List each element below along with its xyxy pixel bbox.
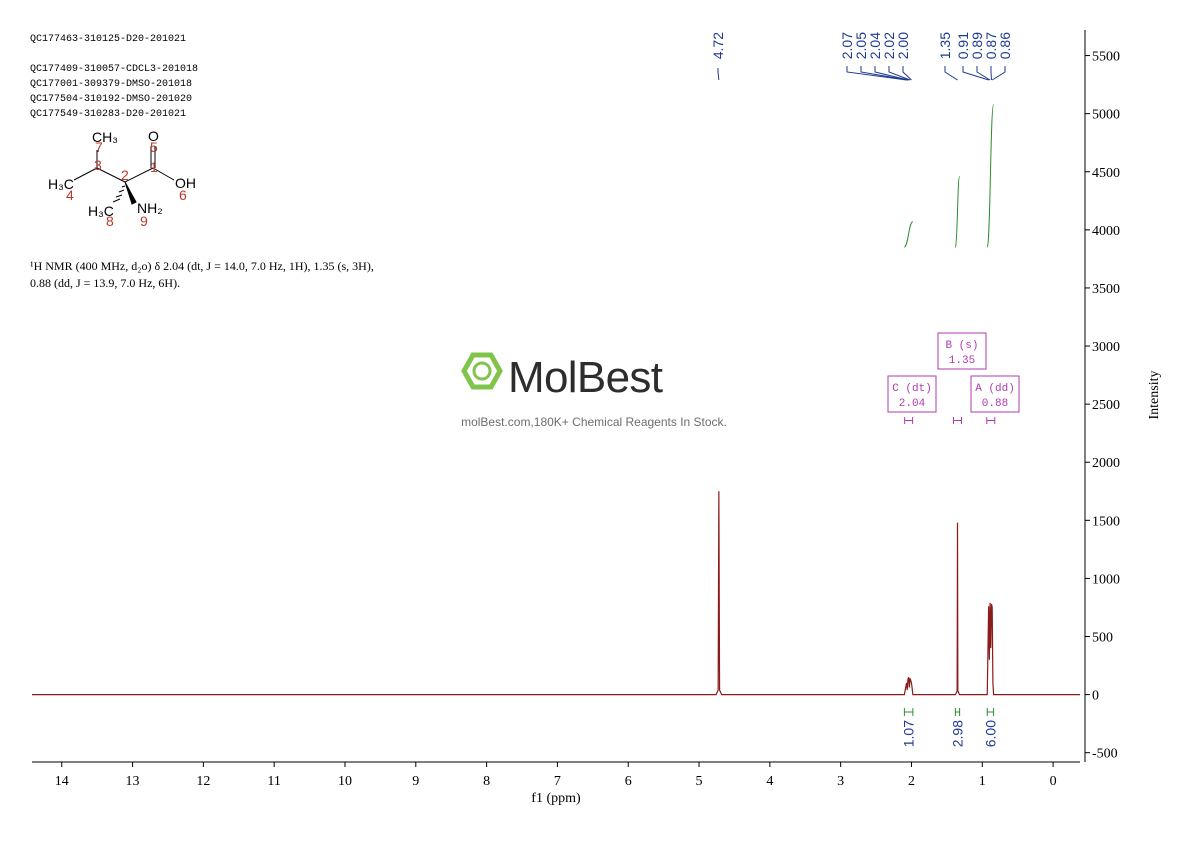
locant: 9 — [140, 213, 148, 229]
x-tick-label: 13 — [126, 774, 140, 789]
y-tick-label: 3000 — [1092, 340, 1120, 355]
y-tick-label: 3500 — [1092, 282, 1120, 297]
integral-label: 6.00 — [982, 720, 998, 747]
integral-curve — [987, 104, 993, 247]
peak-connector — [945, 66, 957, 80]
watermark: MolBest molBest.com,180K+ Chemical Reage… — [461, 353, 727, 429]
locant: 3 — [94, 157, 102, 173]
integral-label: 2.98 — [949, 720, 965, 747]
integral-label: 1.07 — [901, 720, 917, 747]
y-tick-label: 500 — [1092, 631, 1113, 646]
locant: 7 — [95, 139, 103, 155]
x-tick-label: 10 — [338, 774, 352, 789]
y-tick-label: 0 — [1092, 689, 1099, 704]
y-tick-label: 2500 — [1092, 398, 1120, 413]
integral-bracket — [955, 708, 959, 716]
logo-icon — [464, 355, 500, 387]
y-tick-label: 1000 — [1092, 572, 1120, 587]
peak-connector — [963, 66, 989, 80]
y-tick-label: 1500 — [1092, 514, 1120, 529]
peak-label: 4.72 — [710, 32, 726, 59]
wedge-bond — [125, 182, 136, 204]
multiplet-label: C (dt) — [892, 383, 932, 395]
x-tick-label: 7 — [554, 774, 561, 789]
integral-curve — [955, 176, 959, 247]
multiplet-marker — [953, 417, 961, 424]
x-tick-label: 3 — [837, 774, 844, 789]
nmr-description: 0.88 (dd, J = 13.9, 7.0 Hz, 6H). — [30, 276, 180, 290]
integral-bracket — [904, 708, 912, 716]
x-tick-label: 2 — [908, 774, 915, 789]
locant: 5 — [150, 139, 158, 155]
x-tick-label: 0 — [1050, 774, 1057, 789]
multiplet-shift: 0.88 — [982, 398, 1008, 410]
x-tick-label: 1 — [979, 774, 986, 789]
locant: 2 — [121, 167, 129, 183]
y-axis-label: Intensity — [1147, 371, 1162, 420]
tagline: molBest.com,180K+ Chemical Reagents In S… — [461, 415, 727, 429]
spectrum-line — [32, 491, 1080, 694]
multiplet-label: A (dd) — [975, 383, 1015, 395]
peak-label: 2.00 — [895, 32, 911, 59]
y-tick-label: -500 — [1092, 747, 1118, 762]
nmr-description: ¹H NMR (400 MHz, d₂o) δ 2.04 (dt, J = 14… — [30, 259, 374, 273]
sample-id: QC177504-310192-DMSO-201020 — [30, 94, 192, 105]
header: QC177463-310125-D20-201021 QC177409-3100… — [30, 34, 198, 120]
peak-connector — [718, 68, 719, 80]
y-tick-label: 2000 — [1092, 456, 1120, 471]
sample-id: QC177001-309379-DMSO-201018 — [30, 79, 192, 90]
hash-bond — [113, 186, 125, 202]
x-tick-label: 12 — [196, 774, 210, 789]
x-tick-label: 8 — [483, 774, 490, 789]
locant: 6 — [179, 187, 187, 203]
structure: CH₃ O H₃C OH H₃C NH₂ 7 3 5 1 2 4 6 8 9 — [48, 128, 196, 229]
sample-id: QC177549-310283-D20-201021 — [30, 109, 186, 120]
peak-label: 1.35 — [937, 32, 953, 59]
x-tick-label: 5 — [696, 774, 703, 789]
x-tick-label: 11 — [267, 774, 280, 789]
multiplet-marker — [987, 417, 995, 424]
y-tick-label: 4000 — [1092, 224, 1120, 239]
locant: 8 — [106, 213, 114, 229]
integral-curve — [904, 222, 912, 247]
x-tick-label: 9 — [412, 774, 419, 789]
multiplet-shift: 2.04 — [899, 398, 926, 410]
x-tick-label: 4 — [766, 774, 773, 789]
peak-connector — [992, 66, 1005, 80]
peak-label: 0.86 — [997, 32, 1013, 59]
x-tick-label: 6 — [625, 774, 632, 789]
multiplet-label: B (s) — [945, 340, 978, 352]
x-tick-label: 14 — [55, 774, 69, 789]
y-tick-label: 5000 — [1092, 108, 1120, 123]
logo-icon — [474, 363, 490, 379]
sample-id: QC177409-310057-CDCL3-201018 — [30, 64, 198, 75]
multiplet-marker — [905, 417, 913, 424]
bond — [125, 168, 153, 182]
locant: 1 — [150, 159, 158, 175]
sample-id: QC177463-310125-D20-201021 — [30, 34, 186, 45]
y-tick-label: 4500 — [1092, 166, 1120, 181]
brand: MolBest — [508, 353, 663, 402]
y-tick-label: 5500 — [1092, 50, 1120, 65]
multiplet-shift: 1.35 — [949, 355, 975, 367]
locant: 4 — [66, 187, 74, 203]
integral-bracket — [987, 708, 993, 716]
x-axis-label: f1 (ppm) — [531, 791, 581, 806]
